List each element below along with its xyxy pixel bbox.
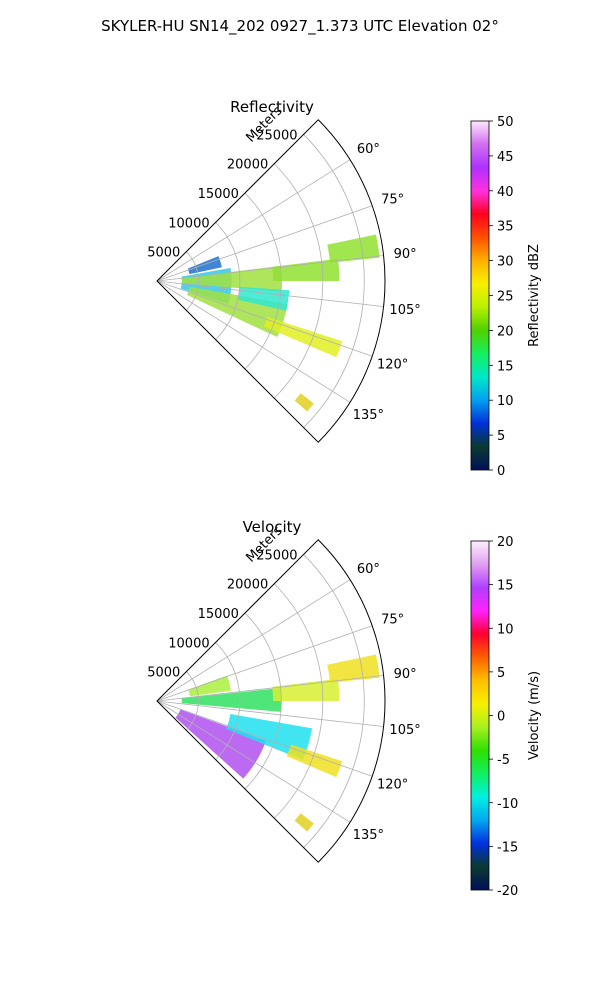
velocity-colorbar-tick-label: 20: [497, 535, 514, 550]
reflectivity-azimuth-line: [156, 280, 351, 403]
reflectivity-echo-region: [327, 234, 380, 263]
reflectivity-colorbar-tick-label: 40: [497, 185, 514, 200]
reflectivity-echo-region: [187, 286, 288, 338]
reflectivity-colorbar-tick-label: 10: [497, 394, 514, 409]
velocity-echo-region: [294, 813, 314, 832]
velocity-azimuth-line: [156, 579, 351, 702]
velocity-grid: [156, 554, 384, 848]
reflectivity-theta-tick-label: 105°: [389, 303, 420, 318]
reflectivity-colorbar-tick-label: 45: [497, 150, 514, 165]
reflectivity-grid: [156, 134, 384, 428]
reflectivity-theta-tick-label: 120°: [377, 357, 408, 372]
velocity-radial-tick-label: 20000: [227, 578, 268, 593]
velocity-azimuth-line: [156, 700, 351, 823]
velocity-range-ring: [244, 612, 282, 790]
reflectivity-range-ring: [215, 222, 241, 340]
velocity-colorbar-tick-label: -10: [497, 797, 518, 812]
reflectivity-azimuth-line: [156, 159, 351, 282]
velocity-radial-tick-label: 5000: [147, 666, 180, 681]
reflectivity-colorbar-label: Reflectivity dBZ: [527, 244, 542, 347]
reflectivity-range-ring: [244, 192, 282, 370]
velocity-echo-region: [181, 688, 282, 712]
reflectivity-colorbar-tick-label: 35: [497, 220, 514, 235]
velocity-colorbar-tick-label: 10: [497, 622, 514, 637]
reflectivity-title: Reflectivity: [230, 98, 314, 116]
velocity-azimuth-line: [156, 700, 373, 777]
velocity-sector-outline: [156, 539, 386, 863]
velocity-colorbar-tick-label: 0: [497, 710, 505, 725]
reflectivity-radial-tick-label: 25000: [256, 128, 297, 143]
velocity-theta-tick-label: 75°: [381, 613, 404, 628]
reflectivity-azimuth-line: [156, 280, 384, 307]
reflectivity-azimuth-line: [156, 280, 373, 357]
velocity-title: Velocity: [243, 518, 302, 536]
velocity-azimuth-line: [156, 625, 373, 702]
reflectivity-colorbar-tick-label: 50: [497, 115, 514, 130]
velocity-colorbar-tick-label: -5: [497, 753, 510, 768]
velocity-echoes: [175, 654, 380, 832]
reflectivity-theta-tick-label: 75°: [381, 193, 404, 208]
velocity-colorbar: -20 -15 -10 -5 0 5 10 15 20 Velocity (m/s): [470, 535, 542, 899]
reflectivity-echo-region: [237, 286, 290, 311]
velocity-theta-tick-label: 60°: [357, 562, 380, 577]
velocity-azimuth-line: [156, 675, 384, 702]
reflectivity-azimuth-line: [156, 255, 384, 282]
reflectivity-range-ring: [186, 251, 199, 311]
reflectivity-colorbar: 0 5 10 15 20 25 30 35 40 45 50 Reflectivity dBZ: [470, 115, 542, 479]
reflectivity-radial-tick-label: 10000: [168, 216, 209, 231]
reflectivity-theta-tick-label: 90°: [394, 247, 417, 262]
velocity-colorbar-tick-label: -20: [497, 884, 518, 899]
velocity-colorbar-label: Velocity (m/s): [527, 671, 542, 760]
reflectivity-sector-outline: [156, 119, 386, 443]
reflectivity-echo-region: [181, 265, 282, 292]
reflectivity-radial-tick-label: 20000: [227, 158, 268, 173]
velocity-theta-tick-label: 105°: [389, 723, 420, 738]
reflectivity-radial-tick-label: 5000: [147, 246, 180, 261]
reflectivity-radial-tick-label: 15000: [198, 187, 239, 202]
velocity-radial-tick-label: 25000: [256, 548, 297, 563]
reflectivity-echo-region: [263, 316, 343, 358]
velocity-theta-tick-label: 90°: [394, 667, 417, 682]
velocity-radial-tick-label: 15000: [198, 607, 239, 622]
velocity-range-ring: [215, 642, 241, 760]
velocity-azimuth-line: [156, 700, 384, 727]
reflectivity-colorbar-tick-label: 20: [497, 324, 514, 339]
reflectivity-theta-tick-label: 135°: [353, 408, 384, 423]
velocity-radial-tick-label: 10000: [168, 636, 209, 651]
velocity-echo-region: [188, 675, 231, 697]
velocity-range-ring: [186, 671, 199, 731]
velocity-range-ring: [273, 583, 324, 819]
reflectivity-azimuth-line: [156, 205, 373, 282]
reflectivity-panel: Reflectivity60°75°90°105°120°135°5000100…: [147, 98, 542, 479]
velocity-colorbar-tick-label: 15: [497, 579, 514, 594]
reflectivity-echo-region: [294, 393, 314, 412]
reflectivity-colorbar-tick-label: 5: [497, 429, 505, 444]
reflectivity-colorbar-tick-label: 30: [497, 255, 514, 270]
reflectivity-theta-tick-label: 60°: [357, 142, 380, 157]
velocity-echo-region: [327, 654, 380, 683]
figure-suptitle: SKYLER-HU SN14_202 0927_1.373 UTC Elevat…: [101, 17, 499, 36]
reflectivity-echo-region: [272, 258, 340, 281]
velocity-theta-tick-label: 135°: [353, 828, 384, 843]
reflectivity-colorbar-tick-label: 15: [497, 359, 514, 374]
velocity-panel: Velocity 60° 75° 90° 105° 120° 135° 5000 10000 15…: [147, 518, 542, 899]
velocity-echo-region: [286, 744, 343, 778]
reflectivity-range-ring: [273, 163, 324, 399]
velocity-theta-tick-label: 120°: [377, 777, 408, 792]
reflectivity-colorbar-tick-label: 25: [497, 290, 514, 305]
velocity-echo-region: [272, 678, 340, 701]
velocity-colorbar-tick-label: -15: [497, 840, 518, 855]
reflectivity-colorbar-scale: [470, 120, 490, 471]
reflectivity-echo-region: [187, 256, 222, 275]
reflectivity-colorbar-tick-label: 0: [497, 464, 505, 479]
velocity-colorbar-scale: [470, 540, 490, 891]
velocity-colorbar-tick-label: 5: [497, 666, 505, 681]
